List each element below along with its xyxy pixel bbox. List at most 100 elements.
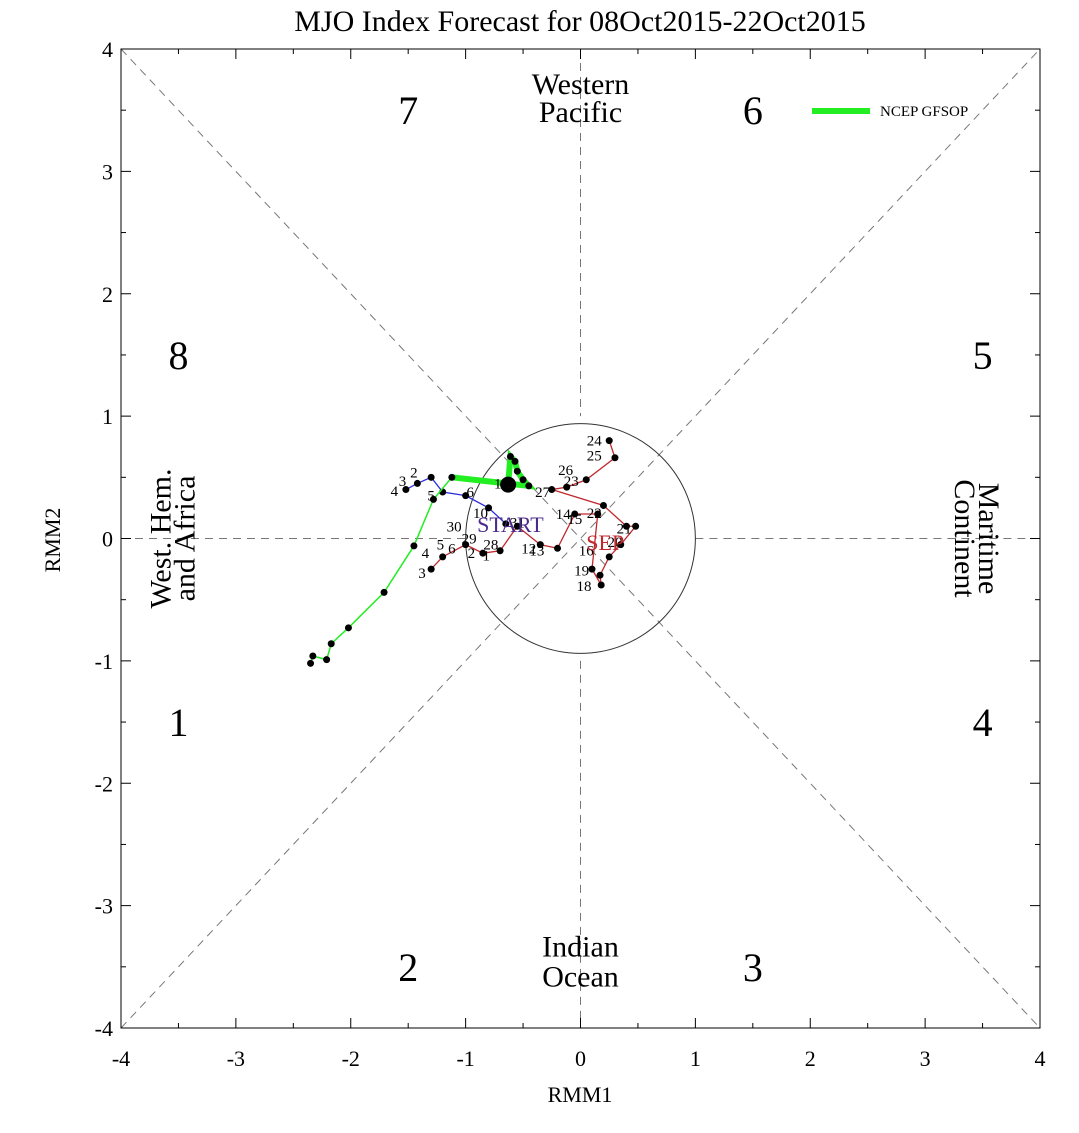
series-point [582,476,590,484]
point-label: 1 [483,549,491,565]
region-label-bottom: Indian Ocean [542,931,619,994]
phase-number: 5 [973,333,993,378]
series-point [496,547,504,555]
region-label-top: Western Pacific [532,68,630,129]
y-tick-label: 3 [102,159,113,184]
point-label: 6 [466,485,474,501]
y-tick-label: 0 [102,527,113,552]
series-point [513,467,521,475]
series-point [605,553,613,561]
series-point [599,501,607,509]
x-tick-label: 0 [575,1046,586,1071]
start-label: START [477,512,544,537]
y-tick-label: -4 [95,1016,113,1041]
x-tick-label: -2 [342,1046,360,1071]
x-tick-label: 4 [1035,1046,1046,1071]
start-point [500,476,517,493]
phase-number: 6 [743,88,763,133]
phase-number: 8 [168,333,188,378]
x-axis-label: RMM1 [548,1082,613,1107]
point-label: 3 [418,566,426,582]
series-point [597,581,605,589]
series-point [448,473,456,481]
series-point [427,473,435,481]
point-label: 22 [587,506,602,522]
y-tick-label: 4 [102,37,113,62]
point-label: 1 [494,476,502,492]
point-label: 6 [448,541,456,557]
series-point [429,495,437,503]
region-label-right: MaritimeContinent [948,479,1005,598]
y-tick-label: -2 [95,771,113,796]
point-label: 5 [437,538,445,554]
series-point [588,565,596,573]
series-point [479,549,487,557]
y-tick-label: -1 [95,649,113,674]
phase-number: 3 [743,945,763,990]
series-point [402,486,410,494]
point-label: 28 [483,538,498,554]
series-point [536,541,544,549]
series-point [327,640,335,648]
point-label: 23 [564,474,579,490]
point-label: 21 [617,522,632,538]
region-label-left: West. Hem.and Africa [145,468,202,608]
series-point [462,541,470,549]
series-point [511,457,519,465]
phase-number: 1 [168,700,188,745]
series-point [622,522,630,530]
unit-circle [465,423,696,654]
point-label: 25 [587,448,602,464]
end-label: SEP [586,530,624,555]
x-tick-label: -4 [112,1046,130,1071]
series-point [605,437,613,445]
point-label: 15 [567,512,582,528]
point-label: 3 [399,474,407,490]
point-label: 26 [558,463,574,479]
point-label: 16 [579,544,595,560]
point-label: 14 [556,507,572,523]
point-label: 19 [574,563,589,579]
series-point [307,659,315,667]
point-label: 30 [447,519,462,535]
point-label: 2 [468,546,476,562]
series-point [594,510,602,518]
series-point [344,624,352,632]
series-point [439,553,447,561]
series-point [323,656,331,664]
point-label: 10 [473,506,488,522]
point-label: 24 [587,434,603,450]
point-label: 5 [427,489,435,505]
x-tick-label: 3 [920,1046,931,1071]
phase-number: 7 [398,88,418,133]
point-label: 2 [410,465,418,481]
point-label: 13 [529,544,544,560]
series-point [506,453,514,461]
x-tick-label: -3 [227,1046,245,1071]
series-point [502,520,510,528]
point-label: 31 [510,516,525,532]
series-point [563,483,571,491]
series-point [485,504,493,512]
series-point [513,522,521,530]
point-label: 18 [576,579,591,595]
legend-label: NCEP GFSOP [880,104,968,120]
series-point [632,522,640,530]
x-tick-label: 1 [690,1046,701,1071]
series-point [554,544,562,552]
series-point [462,492,470,500]
y-tick-label: 1 [102,404,113,429]
series-point [525,482,533,490]
series-point [380,588,388,596]
series-point [410,542,418,550]
y-tick-label: 2 [102,282,113,307]
point-label: 27 [535,485,551,501]
x-tick-label: 2 [805,1046,816,1071]
series-point [309,652,317,660]
phase-number: 4 [973,700,993,745]
series-point [519,476,527,484]
series-point [611,454,619,462]
